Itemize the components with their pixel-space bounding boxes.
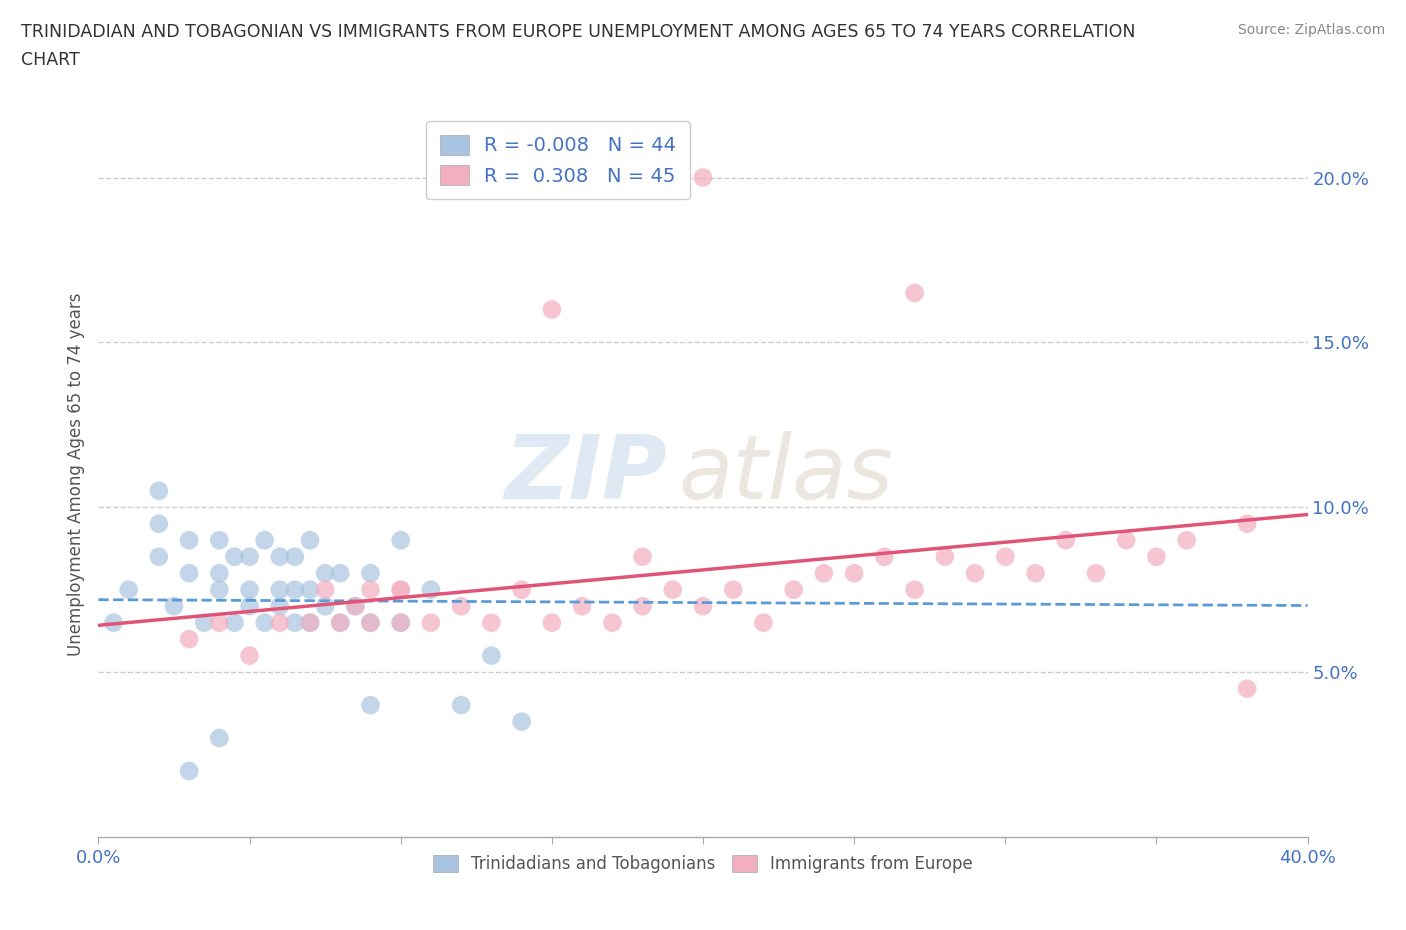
Point: [1175, 533, 1198, 548]
Point: [994, 550, 1017, 565]
Point: [481, 648, 503, 663]
Point: [148, 484, 170, 498]
Point: [208, 731, 231, 746]
Point: [360, 616, 382, 631]
Point: [224, 616, 246, 631]
Point: [813, 565, 835, 580]
Text: TRINIDADIAN AND TOBAGONIAN VS IMMIGRANTS FROM EUROPE UNEMPLOYMENT AMONG AGES 65 : TRINIDADIAN AND TOBAGONIAN VS IMMIGRANTS…: [21, 23, 1136, 41]
Point: [314, 582, 336, 597]
Point: [253, 533, 276, 548]
Point: [344, 599, 367, 614]
Point: [269, 599, 291, 614]
Point: [208, 533, 231, 548]
Text: Source: ZipAtlas.com: Source: ZipAtlas.com: [1237, 23, 1385, 37]
Point: [208, 582, 231, 597]
Point: [844, 565, 866, 580]
Point: [1144, 550, 1167, 565]
Point: [873, 550, 896, 565]
Point: [571, 599, 593, 614]
Point: [253, 616, 276, 631]
Point: [360, 698, 382, 712]
Point: [510, 714, 533, 729]
Point: [481, 616, 503, 631]
Point: [389, 616, 412, 631]
Point: [752, 616, 775, 631]
Text: atlas: atlas: [679, 432, 894, 517]
Point: [193, 616, 215, 631]
Point: [103, 616, 125, 631]
Point: [163, 599, 186, 614]
Point: [208, 565, 231, 580]
Point: [239, 550, 262, 565]
Point: [540, 302, 562, 317]
Point: [420, 582, 443, 597]
Point: [314, 599, 336, 614]
Point: [904, 582, 927, 597]
Point: [1024, 565, 1046, 580]
Point: [179, 533, 201, 548]
Point: [148, 516, 170, 531]
Text: CHART: CHART: [21, 51, 80, 69]
Point: [389, 616, 412, 631]
Point: [239, 599, 262, 614]
Point: [631, 550, 654, 565]
Point: [389, 582, 412, 597]
Legend: Trinidadians and Tobagonians, Immigrants from Europe: Trinidadians and Tobagonians, Immigrants…: [426, 848, 980, 880]
Point: [284, 550, 307, 565]
Point: [208, 616, 231, 631]
Point: [269, 616, 291, 631]
Point: [360, 616, 382, 631]
Point: [965, 565, 987, 580]
Point: [602, 616, 624, 631]
Point: [1054, 533, 1077, 548]
Point: [450, 599, 472, 614]
Point: [692, 599, 714, 614]
Point: [118, 582, 141, 597]
Point: [450, 698, 472, 712]
Point: [179, 631, 201, 646]
Point: [510, 582, 533, 597]
Point: [314, 565, 336, 580]
Point: [179, 565, 201, 580]
Point: [1115, 533, 1137, 548]
Point: [284, 582, 307, 597]
Point: [1236, 516, 1258, 531]
Point: [1236, 681, 1258, 696]
Point: [360, 565, 382, 580]
Point: [420, 616, 443, 631]
Text: ZIP: ZIP: [503, 431, 666, 518]
Point: [344, 599, 367, 614]
Point: [692, 170, 714, 185]
Y-axis label: Unemployment Among Ages 65 to 74 years: Unemployment Among Ages 65 to 74 years: [66, 293, 84, 656]
Point: [284, 616, 307, 631]
Point: [934, 550, 956, 565]
Point: [360, 582, 382, 597]
Point: [329, 565, 352, 580]
Point: [329, 616, 352, 631]
Point: [540, 616, 562, 631]
Point: [329, 616, 352, 631]
Point: [299, 533, 322, 548]
Point: [269, 582, 291, 597]
Point: [783, 582, 806, 597]
Point: [269, 550, 291, 565]
Point: [299, 616, 322, 631]
Point: [723, 582, 745, 597]
Point: [299, 616, 322, 631]
Point: [239, 648, 262, 663]
Point: [661, 582, 683, 597]
Point: [389, 582, 412, 597]
Point: [1085, 565, 1108, 580]
Point: [389, 533, 412, 548]
Point: [148, 550, 170, 565]
Point: [239, 582, 262, 597]
Point: [904, 286, 927, 300]
Point: [224, 550, 246, 565]
Point: [179, 764, 201, 778]
Point: [299, 582, 322, 597]
Point: [631, 599, 654, 614]
